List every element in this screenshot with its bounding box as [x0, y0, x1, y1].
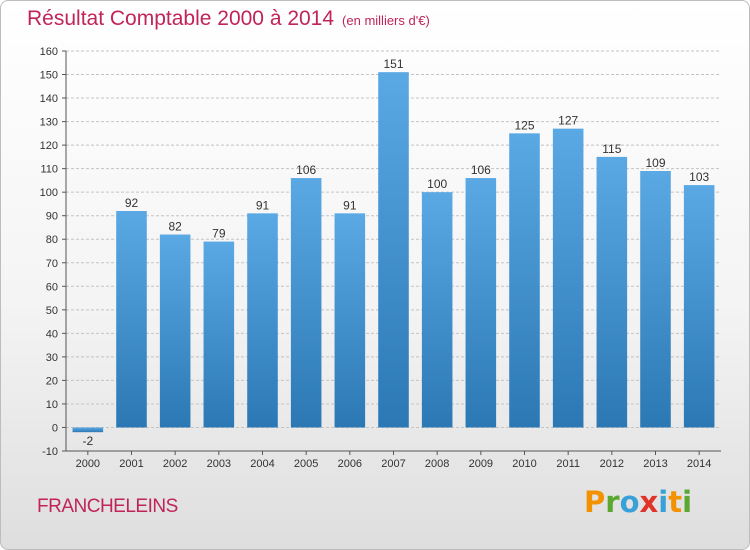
x-tick-label: 2002 — [163, 458, 187, 470]
bar — [596, 156, 628, 428]
x-tick-label: 2004 — [250, 458, 274, 470]
bar-value-label: 115 — [602, 142, 621, 156]
y-tick-label: -10 — [42, 446, 58, 458]
bar — [552, 128, 584, 428]
y-tick-label: 30 — [46, 352, 58, 364]
y-tick-label: 100 — [40, 187, 58, 199]
y-tick-label: 160 — [40, 46, 58, 58]
bar — [509, 133, 540, 428]
title-text: Résultat Comptable 2000 à 2014 — [27, 7, 335, 30]
y-tick-label: 80 — [46, 234, 58, 246]
title-unit: (en milliers d'€) — [342, 13, 430, 28]
bar-value-label: 91 — [256, 198, 270, 212]
y-tick-label: 140 — [40, 93, 58, 105]
bar — [116, 211, 147, 428]
bar-value-label: 106 — [471, 163, 491, 177]
y-tick-label: 90 — [46, 211, 58, 223]
bar — [640, 171, 671, 428]
y-tick-label: 150 — [40, 70, 58, 82]
x-tick-label: 2011 — [556, 458, 580, 470]
bar — [159, 234, 191, 428]
bar-value-label: 82 — [168, 220, 182, 234]
bar — [72, 427, 104, 433]
x-tick-label: 2000 — [76, 458, 100, 470]
bar — [334, 213, 366, 428]
x-tick-label: 2008 — [425, 458, 449, 470]
logo-letter: r — [605, 485, 620, 519]
bar-value-label: 103 — [689, 170, 709, 184]
logo-letter: x — [639, 485, 659, 519]
x-tick-label: 2010 — [512, 458, 536, 470]
bar — [465, 178, 497, 428]
y-tick-label: 110 — [40, 164, 58, 176]
bar-value-label: 106 — [296, 163, 316, 177]
bar-value-label: 91 — [343, 198, 357, 212]
logo-letter: t — [668, 485, 683, 519]
x-tick-label: 2007 — [381, 458, 405, 470]
y-tick-label: 130 — [40, 117, 58, 129]
bar-value-label: 100 — [427, 177, 447, 191]
y-tick-label: 10 — [46, 399, 58, 411]
bar — [203, 241, 235, 428]
bar-value-label: 109 — [645, 156, 665, 170]
x-tick-label: 2012 — [600, 458, 624, 470]
x-tick-label: 2001 — [119, 458, 143, 470]
commune-name: FRANCHELEINS — [37, 496, 178, 517]
bar-value-label: -2 — [82, 434, 93, 448]
y-tick-label: 20 — [46, 375, 58, 387]
x-tick-label: 2009 — [469, 458, 493, 470]
x-tick-label: 2013 — [643, 458, 667, 470]
bar-value-label: 127 — [558, 114, 578, 128]
logo-letter: P — [584, 485, 606, 519]
bar — [290, 178, 322, 428]
logo-letter: i — [658, 485, 669, 519]
proxiti-logo[interactable]: Proxiti — [584, 485, 692, 519]
logo-letter: o — [619, 485, 640, 519]
y-tick-label: 0 — [52, 422, 58, 434]
x-tick-label: 2005 — [294, 458, 318, 470]
bar — [378, 72, 409, 428]
x-tick-label: 2014 — [687, 458, 711, 470]
y-tick-label: 50 — [46, 305, 58, 317]
x-tick-label: 2003 — [207, 458, 231, 470]
y-tick-label: 120 — [40, 140, 58, 152]
bar-value-label: 79 — [212, 227, 226, 241]
logo-letter: i — [682, 485, 693, 519]
y-tick-label: 70 — [46, 258, 58, 270]
bar — [421, 192, 453, 428]
bar-value-label: 125 — [514, 118, 534, 132]
chart-title: Résultat Comptable 2000 à 2014 (en millie… — [27, 7, 430, 31]
y-tick-label: 40 — [46, 328, 58, 340]
y-tick-label: 60 — [46, 281, 58, 293]
bar — [683, 185, 715, 428]
bar-value-label: 151 — [383, 57, 403, 71]
x-tick-label: 2006 — [338, 458, 362, 470]
bar — [247, 213, 278, 428]
bar-value-label: 92 — [125, 196, 139, 210]
